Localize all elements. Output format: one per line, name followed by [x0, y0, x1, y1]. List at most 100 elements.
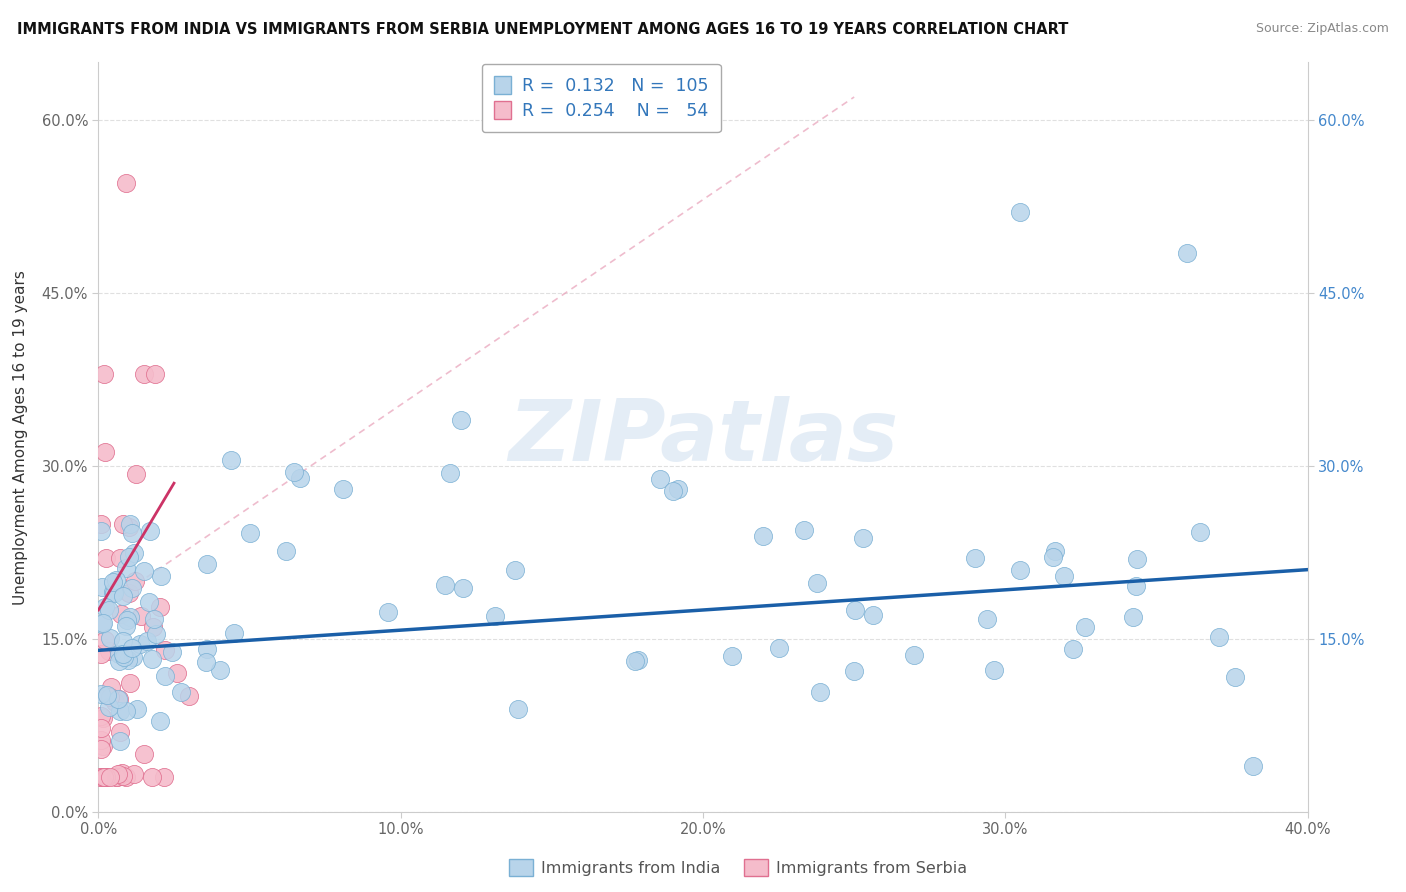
- Point: [768, 640, 790, 655]
- Point: [851, 532, 873, 546]
- Point: [136, 634, 159, 648]
- Point: [844, 603, 866, 617]
- Point: [96, 551, 118, 566]
- Point: [1074, 620, 1097, 634]
- Point: [276, 544, 298, 558]
- Point: [219, 453, 242, 467]
- Point: [105, 770, 128, 784]
- Point: [450, 413, 472, 427]
- Point: [434, 578, 457, 592]
- Point: [91, 711, 114, 725]
- Point: [101, 575, 124, 590]
- Point: [129, 637, 152, 651]
- Point: [107, 691, 129, 706]
- Point: [721, 648, 744, 663]
- Point: [100, 680, 122, 694]
- Point: [143, 367, 166, 381]
- Point: [195, 557, 218, 571]
- Point: [1175, 245, 1198, 260]
- Point: [451, 581, 474, 595]
- Point: [197, 642, 219, 657]
- Point: [115, 619, 138, 633]
- Point: [114, 704, 136, 718]
- Point: [503, 563, 526, 577]
- Point: [283, 466, 305, 480]
- Text: ZIPatlas: ZIPatlas: [508, 395, 898, 479]
- Point: [792, 523, 814, 537]
- Point: [145, 626, 167, 640]
- Point: [662, 483, 685, 498]
- Point: [90, 580, 112, 594]
- Text: IMMIGRANTS FROM INDIA VS IMMIGRANTS FROM SERBIA UNEMPLOYMENT AMONG AGES 16 TO 19: IMMIGRANTS FROM INDIA VS IMMIGRANTS FROM…: [17, 22, 1069, 37]
- Point: [97, 603, 120, 617]
- Point: [666, 482, 689, 496]
- Point: [125, 467, 148, 481]
- Point: [90, 687, 112, 701]
- Point: [111, 589, 134, 603]
- Point: [118, 585, 141, 599]
- Point: [93, 367, 115, 381]
- Point: [94, 444, 117, 458]
- Legend: R =  0.132   N =  105, R =  0.254    N =   54: R = 0.132 N = 105, R = 0.254 N = 54: [482, 63, 720, 132]
- Point: [153, 669, 176, 683]
- Point: [125, 702, 148, 716]
- Point: [108, 704, 131, 718]
- Point: [1010, 205, 1032, 219]
- Point: [862, 607, 884, 622]
- Point: [162, 645, 184, 659]
- Point: [506, 702, 529, 716]
- Point: [976, 612, 998, 626]
- Point: [114, 177, 136, 191]
- Point: [806, 575, 828, 590]
- Point: [752, 529, 775, 543]
- Point: [1010, 562, 1032, 576]
- Point: [117, 653, 139, 667]
- Point: [108, 725, 131, 739]
- Point: [90, 721, 112, 735]
- Point: [1042, 549, 1064, 564]
- Point: [104, 573, 127, 587]
- Point: [90, 732, 112, 747]
- Point: [121, 641, 143, 656]
- Point: [648, 472, 671, 486]
- Point: [118, 549, 141, 564]
- Point: [112, 769, 135, 783]
- Point: [94, 632, 117, 647]
- Point: [1208, 630, 1230, 644]
- Point: [112, 649, 135, 664]
- Point: [121, 581, 143, 595]
- Point: [153, 643, 176, 657]
- Point: [623, 654, 645, 668]
- Point: [90, 709, 112, 723]
- Point: [983, 663, 1005, 677]
- Point: [91, 616, 114, 631]
- Point: [98, 644, 121, 658]
- Point: [112, 634, 135, 648]
- Point: [332, 482, 354, 496]
- Point: [377, 605, 399, 619]
- Point: [150, 568, 173, 582]
- Point: [1053, 568, 1076, 582]
- Point: [115, 613, 138, 627]
- Point: [93, 770, 115, 784]
- Point: [114, 561, 136, 575]
- Point: [90, 742, 112, 756]
- Point: [94, 600, 117, 615]
- Point: [104, 695, 127, 709]
- Point: [90, 770, 112, 784]
- Point: [141, 652, 163, 666]
- Point: [93, 770, 115, 784]
- Text: Source: ZipAtlas.com: Source: ZipAtlas.com: [1256, 22, 1389, 36]
- Point: [132, 367, 155, 381]
- Legend: Immigrants from India, Immigrants from Serbia: Immigrants from India, Immigrants from S…: [502, 853, 974, 882]
- Point: [111, 516, 134, 531]
- Point: [903, 648, 925, 663]
- Point: [224, 626, 246, 640]
- Point: [1223, 670, 1246, 684]
- Point: [105, 770, 128, 784]
- Point: [627, 653, 650, 667]
- Point: [111, 765, 134, 780]
- Point: [808, 684, 831, 698]
- Point: [139, 524, 162, 539]
- Point: [96, 689, 118, 703]
